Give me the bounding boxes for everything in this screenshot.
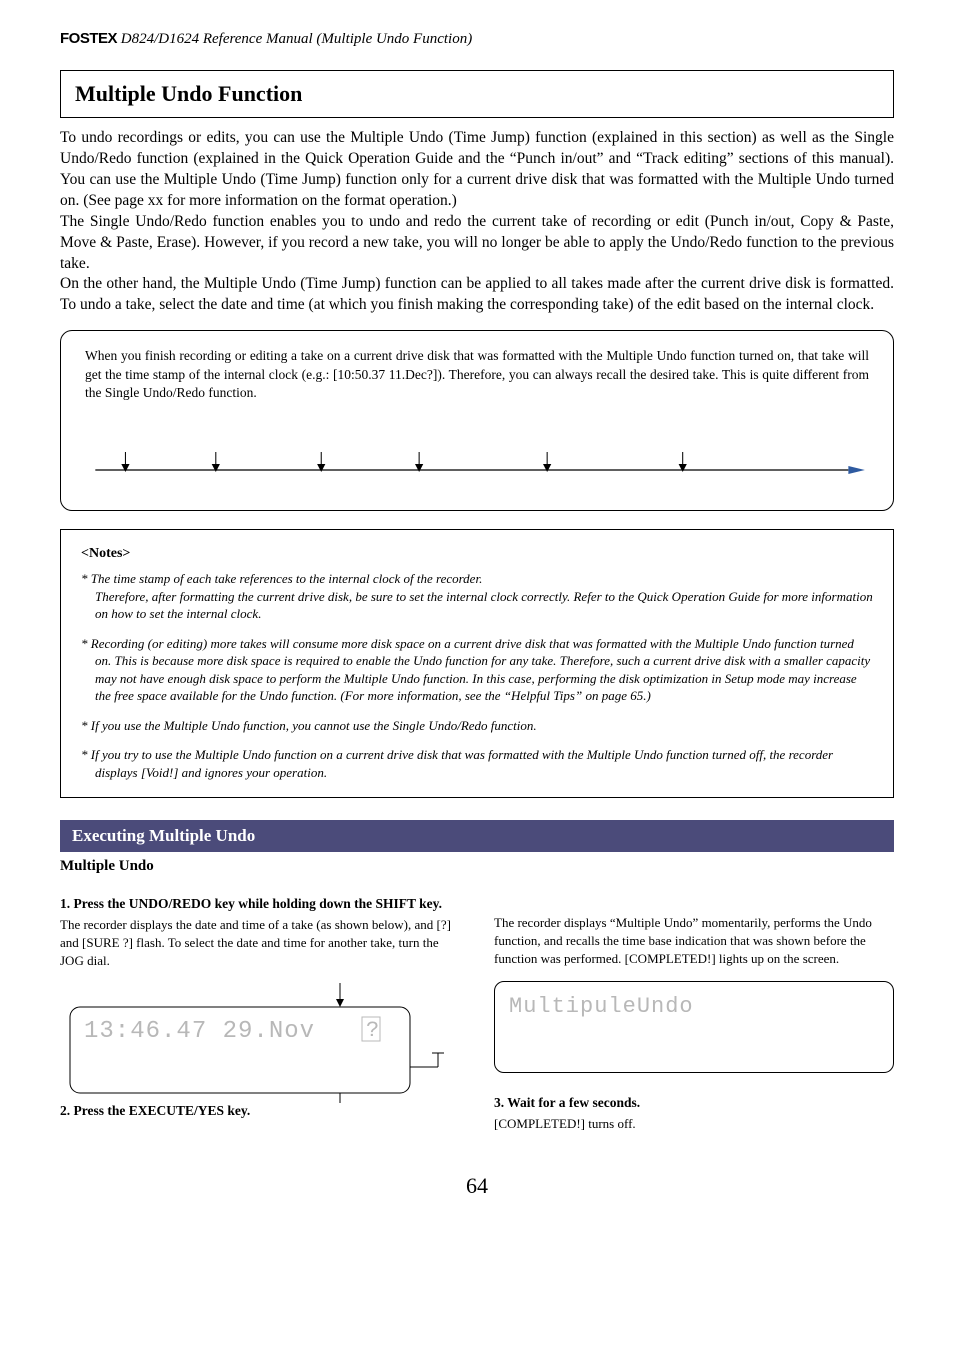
right-body: The recorder displays “Multiple Undo” mo…	[494, 914, 894, 967]
info-box: When you finish recording or editing a t…	[60, 330, 894, 511]
left-column: 1. Press the UNDO/REDO key while holding…	[60, 896, 460, 1146]
step2-title: 2. Press the EXECUTE/YES key.	[60, 1103, 460, 1119]
subsection-title: Multiple Undo	[60, 858, 894, 878]
lcd-right-text: MultipuleUndo	[509, 994, 694, 1019]
header-title: D824/D1624 Reference Manual (Multiple Un…	[117, 31, 472, 47]
step3-title: 3. Wait for a few seconds.	[494, 1095, 894, 1111]
timeline-diagram	[85, 422, 869, 492]
notes-title: <Notes>	[81, 546, 873, 562]
lcd-display-right: MultipuleUndo	[494, 981, 894, 1073]
lcd-display-left: 13:46.47 29.Nov ?	[60, 983, 460, 1103]
note-item: * Recording (or editing) more takes will…	[81, 635, 873, 705]
step3-body: [COMPLETED!] turns off.	[494, 1115, 894, 1133]
note-item: * If you try to use the Multiple Undo fu…	[81, 746, 873, 781]
note-item: * If you use the Multiple Undo function,…	[81, 717, 873, 735]
title-box: Multiple Undo Function	[60, 70, 894, 118]
lcd-main-text: 13:46.47 29.Nov	[84, 1018, 315, 1045]
section-bar: Executing Multiple Undo	[60, 820, 894, 852]
page-header: FOSTEX D824/D1624 Reference Manual (Mult…	[60, 30, 894, 48]
page-number: 64	[60, 1173, 894, 1199]
two-column-layout: 1. Press the UNDO/REDO key while holding…	[60, 896, 894, 1146]
step1-title: 1. Press the UNDO/REDO key while holding…	[60, 896, 460, 912]
note-item: * The time stamp of each take references…	[81, 570, 873, 623]
notes-box: <Notes> * The time stamp of each take re…	[60, 529, 894, 798]
svg-text:?: ?	[366, 1018, 379, 1043]
intro-paragraph: To undo recordings or edits, you can use…	[60, 128, 894, 316]
right-column: The recorder displays “Multiple Undo” mo…	[494, 896, 894, 1146]
brand-logo: FOSTEX	[60, 30, 117, 47]
step1-body: The recorder displays the date and time …	[60, 916, 460, 969]
info-text: When you finish recording or editing a t…	[85, 347, 869, 402]
